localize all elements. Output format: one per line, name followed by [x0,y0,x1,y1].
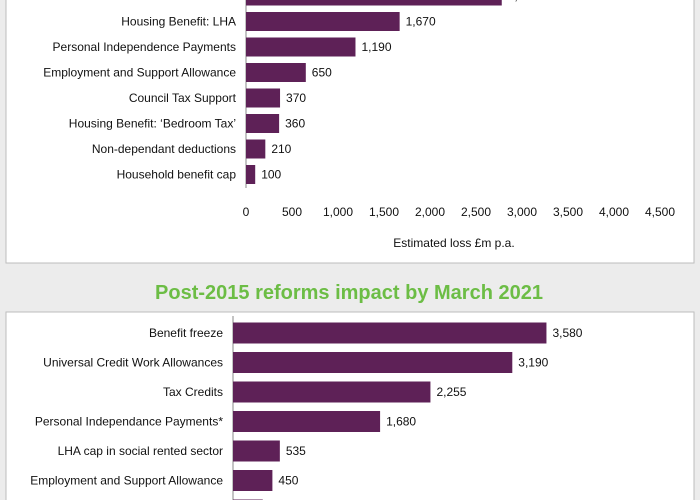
value-label: 450 [278,474,298,488]
category-label: LHA cap in social rented sector [58,444,223,458]
value-label: 1,670 [406,15,436,29]
bar [246,114,280,133]
category-label: Employment and Support Allowance [43,66,236,80]
x-tick-label: 3,500 [553,205,583,219]
x-tick-label: 2,000 [415,205,445,219]
value-label: 370 [286,91,306,105]
bar [233,440,280,462]
category-label: Housing Benefit: LHA [121,15,236,29]
x-axis-title: Estimated loss £m p.a. [393,236,514,250]
category-label: Household benefit cap [117,168,237,182]
value-label: 650 [312,66,332,80]
value-label: 2,780 [508,0,538,3]
bar [246,63,306,82]
x-tick-label: 1,500 [369,205,399,219]
bar [246,88,281,108]
category-label: Employment and Support Allowance [30,474,223,488]
chart-losses-by-reform: Estimated loss £m p.a. 2,780 Housing Bene… [43,0,675,250]
chart-post-2015-reforms: Benefit freeze 3,580 Universal Credit Work… [30,316,583,500]
bar [233,381,431,403]
x-tick-label: 1,000 [323,205,353,219]
x-tick-label: 4,500 [645,205,675,219]
bar [246,0,502,6]
category-label: Personal Independance Payments* [35,415,223,429]
bar [246,12,400,31]
category-label: Housing Benefit: ‘Bedroom Tax’ [69,117,236,131]
bar [246,165,256,184]
value-label: 1,680 [386,415,416,429]
category-label: Personal Independence Payments [53,40,236,54]
value-label: 3,580 [552,326,582,340]
value-label: 210 [271,142,291,156]
category-label: Council Tax Support [129,91,237,105]
value-label: 100 [261,168,281,182]
bar [233,411,381,432]
value-label: 535 [286,444,306,458]
value-label: 360 [285,117,305,131]
bar [246,37,356,57]
x-tick-label: 4,000 [599,205,629,219]
chart-title: Post-2015 reforms impact by March 2021 [155,282,543,304]
category-label: Universal Credit Work Allowances [43,356,223,370]
bar [246,139,266,159]
x-tick-label: 2,500 [461,205,491,219]
x-tick-label: 0 [243,205,250,219]
bar [233,322,547,344]
value-label: 2,255 [436,385,466,399]
bar [233,470,273,491]
x-tick-label: 3,000 [507,205,537,219]
bar [233,352,513,373]
category-label: Non-dependant deductions [92,142,236,156]
value-label: 3,190 [518,356,548,370]
x-tick-label: 500 [282,205,302,219]
category-label: Benefit freeze [149,326,223,340]
category-label: Tax Credits [163,385,223,399]
value-label: 1,190 [361,40,391,54]
